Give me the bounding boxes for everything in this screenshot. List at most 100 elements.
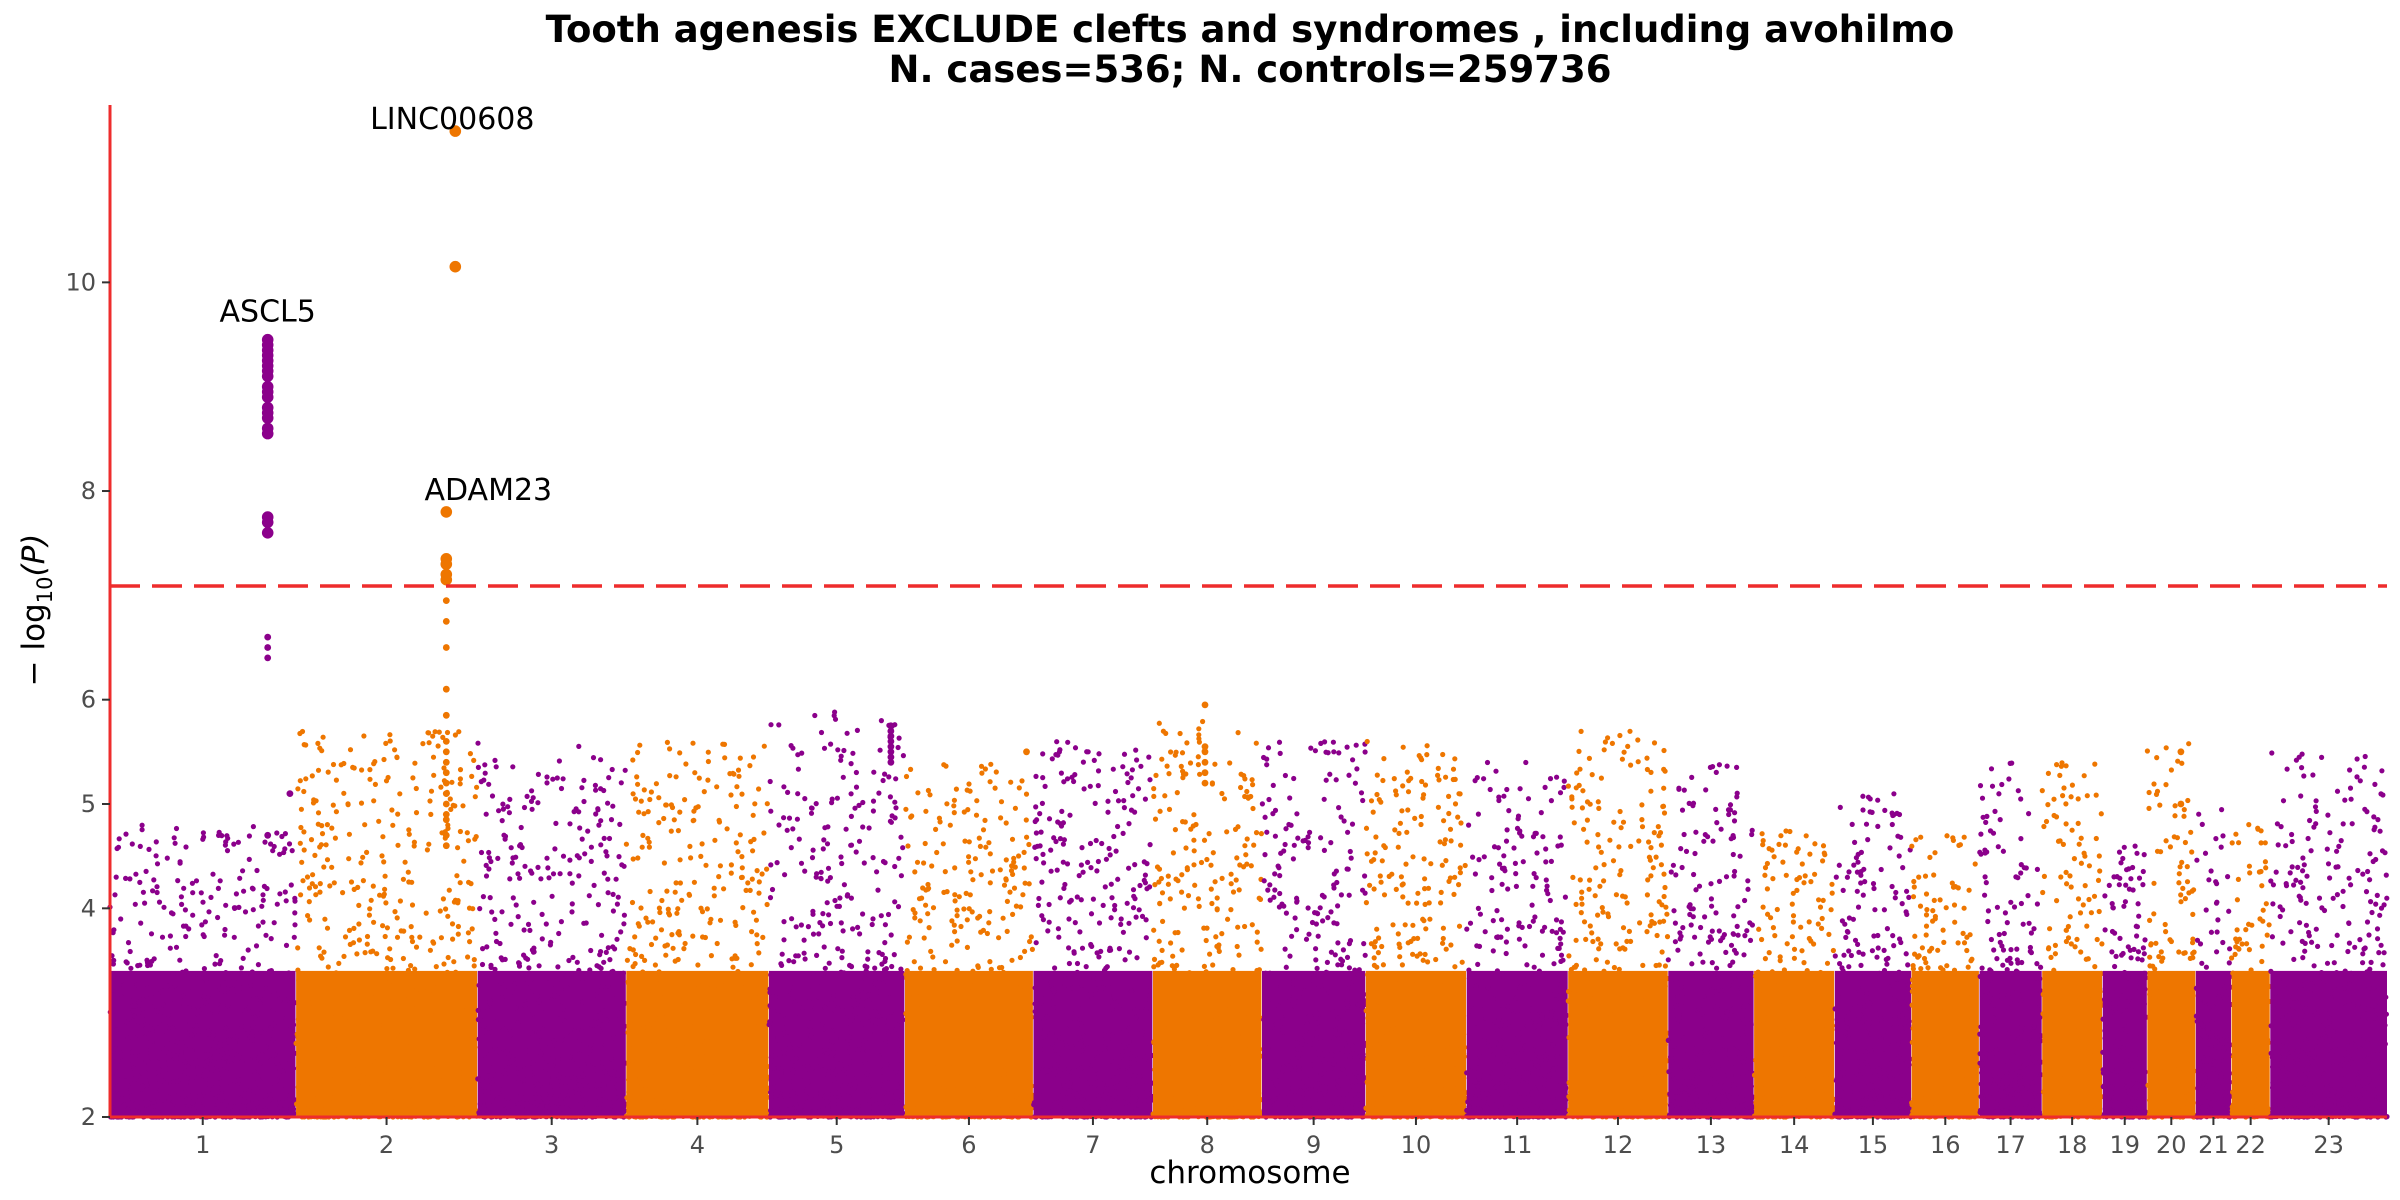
chromosome-21-points <box>2193 806 2234 1120</box>
x-tick-label: 11 <box>1502 1131 1533 1159</box>
x-tick-label: 20 <box>2156 1131 2187 1159</box>
x-tick-label: 21 <box>2198 1131 2229 1159</box>
x-tick-label: 13 <box>1696 1131 1727 1159</box>
chromosome-18-points <box>2039 760 2105 1120</box>
chromosome-11-points <box>1464 759 1570 1120</box>
x-axis-title: chromosome <box>1149 1155 1350 1191</box>
hit-point <box>264 644 272 651</box>
hit-point <box>442 842 450 850</box>
chart-title-line2: N. cases=536; N. controls=259736 <box>889 48 1612 91</box>
y-tick-label: 8 <box>81 477 96 505</box>
hit-point <box>286 790 294 797</box>
x-tick-label: 5 <box>829 1131 844 1159</box>
hit-point <box>1201 748 1209 756</box>
x-tick-label: 18 <box>2057 1131 2088 1159</box>
hit-point <box>887 722 895 730</box>
x-tick-label: 16 <box>1930 1131 1961 1159</box>
chromosome-4-points <box>623 739 771 1120</box>
hit-point <box>261 527 274 539</box>
hit-point <box>261 370 274 383</box>
x-tick-label: 6 <box>961 1131 976 1159</box>
chromosome-23-points <box>2267 750 2390 1120</box>
y-axis-title-suffix: (P) <box>16 534 52 577</box>
chart-title-line1: Tooth agenesis EXCLUDE clefts and syndro… <box>546 8 1955 51</box>
hit-point <box>887 758 895 766</box>
chromosome-13-points <box>1665 762 1757 1120</box>
y-axis-title-prefix: − log <box>16 603 52 686</box>
hit-point <box>449 125 462 137</box>
hit-point <box>1201 743 1209 750</box>
chromosome-16-points <box>1909 833 1982 1120</box>
y-tick-label: 10 <box>65 268 96 296</box>
hit-point <box>264 654 272 662</box>
chromosome-7-points <box>1031 739 1155 1120</box>
x-axis-ticks: 1 2 3 4 5 6 7 8 9 10 11 12 13 14 15 16 17 18 19 20 21 22 23 <box>195 1117 2344 1159</box>
chromosome-3-points <box>475 740 628 1120</box>
x-tick-label: 4 <box>690 1131 705 1159</box>
y-tick-label: 6 <box>81 686 96 714</box>
hit-point <box>264 633 272 641</box>
hit-point <box>442 800 450 808</box>
hit-point <box>442 618 450 625</box>
x-tick-label: 2 <box>379 1131 394 1159</box>
gene-annotations: ASCL5 LINC00608 ADAM23 <box>220 102 553 508</box>
hit-point <box>1201 701 1209 709</box>
hit-point <box>442 644 450 651</box>
x-tick-label: 3 <box>544 1131 559 1159</box>
hit-point <box>887 738 895 745</box>
hit-point <box>1023 748 1030 756</box>
hit-point <box>887 743 895 750</box>
hit-point <box>442 816 450 824</box>
gene-label-linc00608: LINC00608 <box>370 102 534 137</box>
chromosome-8-points <box>1150 718 1264 1120</box>
hit-point <box>442 685 450 693</box>
hit-point <box>442 738 450 745</box>
hit-point <box>2177 800 2185 808</box>
x-tick-label: 7 <box>1085 1131 1100 1159</box>
chromosome-12-points <box>1565 728 1671 1120</box>
hit-point <box>887 732 895 740</box>
x-tick-label: 14 <box>1779 1131 1810 1159</box>
y-tick-label: 4 <box>81 894 96 922</box>
x-tick-label: 19 <box>2109 1131 2140 1159</box>
hit-point <box>261 516 274 529</box>
hit-point <box>261 427 274 440</box>
y-tick-label: 2 <box>81 1103 96 1131</box>
hit-point <box>1201 779 1209 787</box>
chromosome-15-points <box>1832 791 1914 1120</box>
hit-point <box>442 758 450 766</box>
hit-point <box>442 779 450 787</box>
chromosome-22-points <box>2229 821 2273 1120</box>
hit-point <box>442 597 450 604</box>
hit-point <box>442 711 450 719</box>
hit-point <box>1201 769 1209 777</box>
hit-point <box>261 391 274 403</box>
x-tick-label: 9 <box>1306 1131 1321 1159</box>
hit-point <box>442 831 450 839</box>
gene-label-adam23: ADAM23 <box>424 473 552 508</box>
hit-point <box>440 573 453 586</box>
hit-point <box>442 811 450 818</box>
x-tick-label: 15 <box>1858 1131 1889 1159</box>
chromosome-6-points <box>903 761 1036 1120</box>
chromosome-14-points <box>1751 828 1837 1120</box>
hit-point <box>449 260 462 273</box>
chromosome-23-dense-band <box>2270 970 2387 1117</box>
chromosome-2-points <box>293 728 480 1120</box>
hit-point <box>264 831 272 839</box>
x-tick-label: 17 <box>1995 1131 2026 1159</box>
hit-point <box>887 727 895 735</box>
hit-point <box>2177 748 2185 756</box>
y-axis-title-subscript: 10 <box>33 577 57 604</box>
hit-point <box>1201 758 1209 766</box>
hit-point <box>442 748 450 756</box>
chromosome-17-points <box>1977 760 2045 1120</box>
y-axis-ticks: 2 4 5 6 8 10 <box>65 268 110 1131</box>
x-tick-label: 8 <box>1200 1131 1215 1159</box>
hit-point <box>442 769 450 777</box>
chromosome-9-points <box>1259 739 1368 1120</box>
x-tick-label: 22 <box>2235 1131 2266 1159</box>
chromosome-5-points <box>766 709 906 1120</box>
chromosome-19-points <box>2100 843 2150 1120</box>
